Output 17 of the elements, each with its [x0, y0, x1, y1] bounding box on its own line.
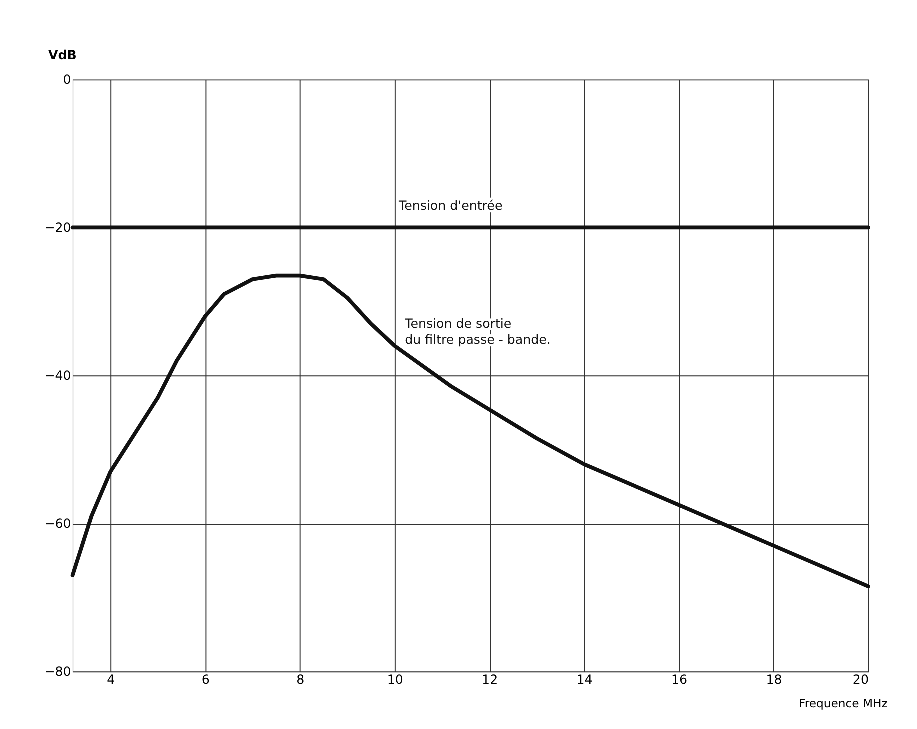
line-series	[70, 274, 870, 588]
y-axis-title: VdB	[48, 47, 77, 62]
x-axis-title: Frequence MHz	[798, 696, 888, 711]
x-tick-label: 12	[482, 672, 498, 687]
x-tick-label: 16	[671, 672, 688, 687]
x-tick-label: 8	[296, 672, 305, 687]
y-tick-label: −20	[44, 220, 72, 236]
y-tick-label: −40	[44, 368, 72, 384]
y-tick-label: 0	[63, 72, 72, 88]
x-tick-label: 4	[107, 672, 116, 687]
x-tick-label: 14	[576, 672, 593, 687]
x-tick-label: 18	[766, 672, 782, 687]
y-tick-label: −80	[44, 664, 72, 680]
x-tick-label: 6	[202, 672, 210, 687]
x-tick-label: 20	[852, 672, 869, 687]
y-tick-label: −60	[44, 516, 72, 532]
x-tick-label: 10	[387, 672, 404, 687]
